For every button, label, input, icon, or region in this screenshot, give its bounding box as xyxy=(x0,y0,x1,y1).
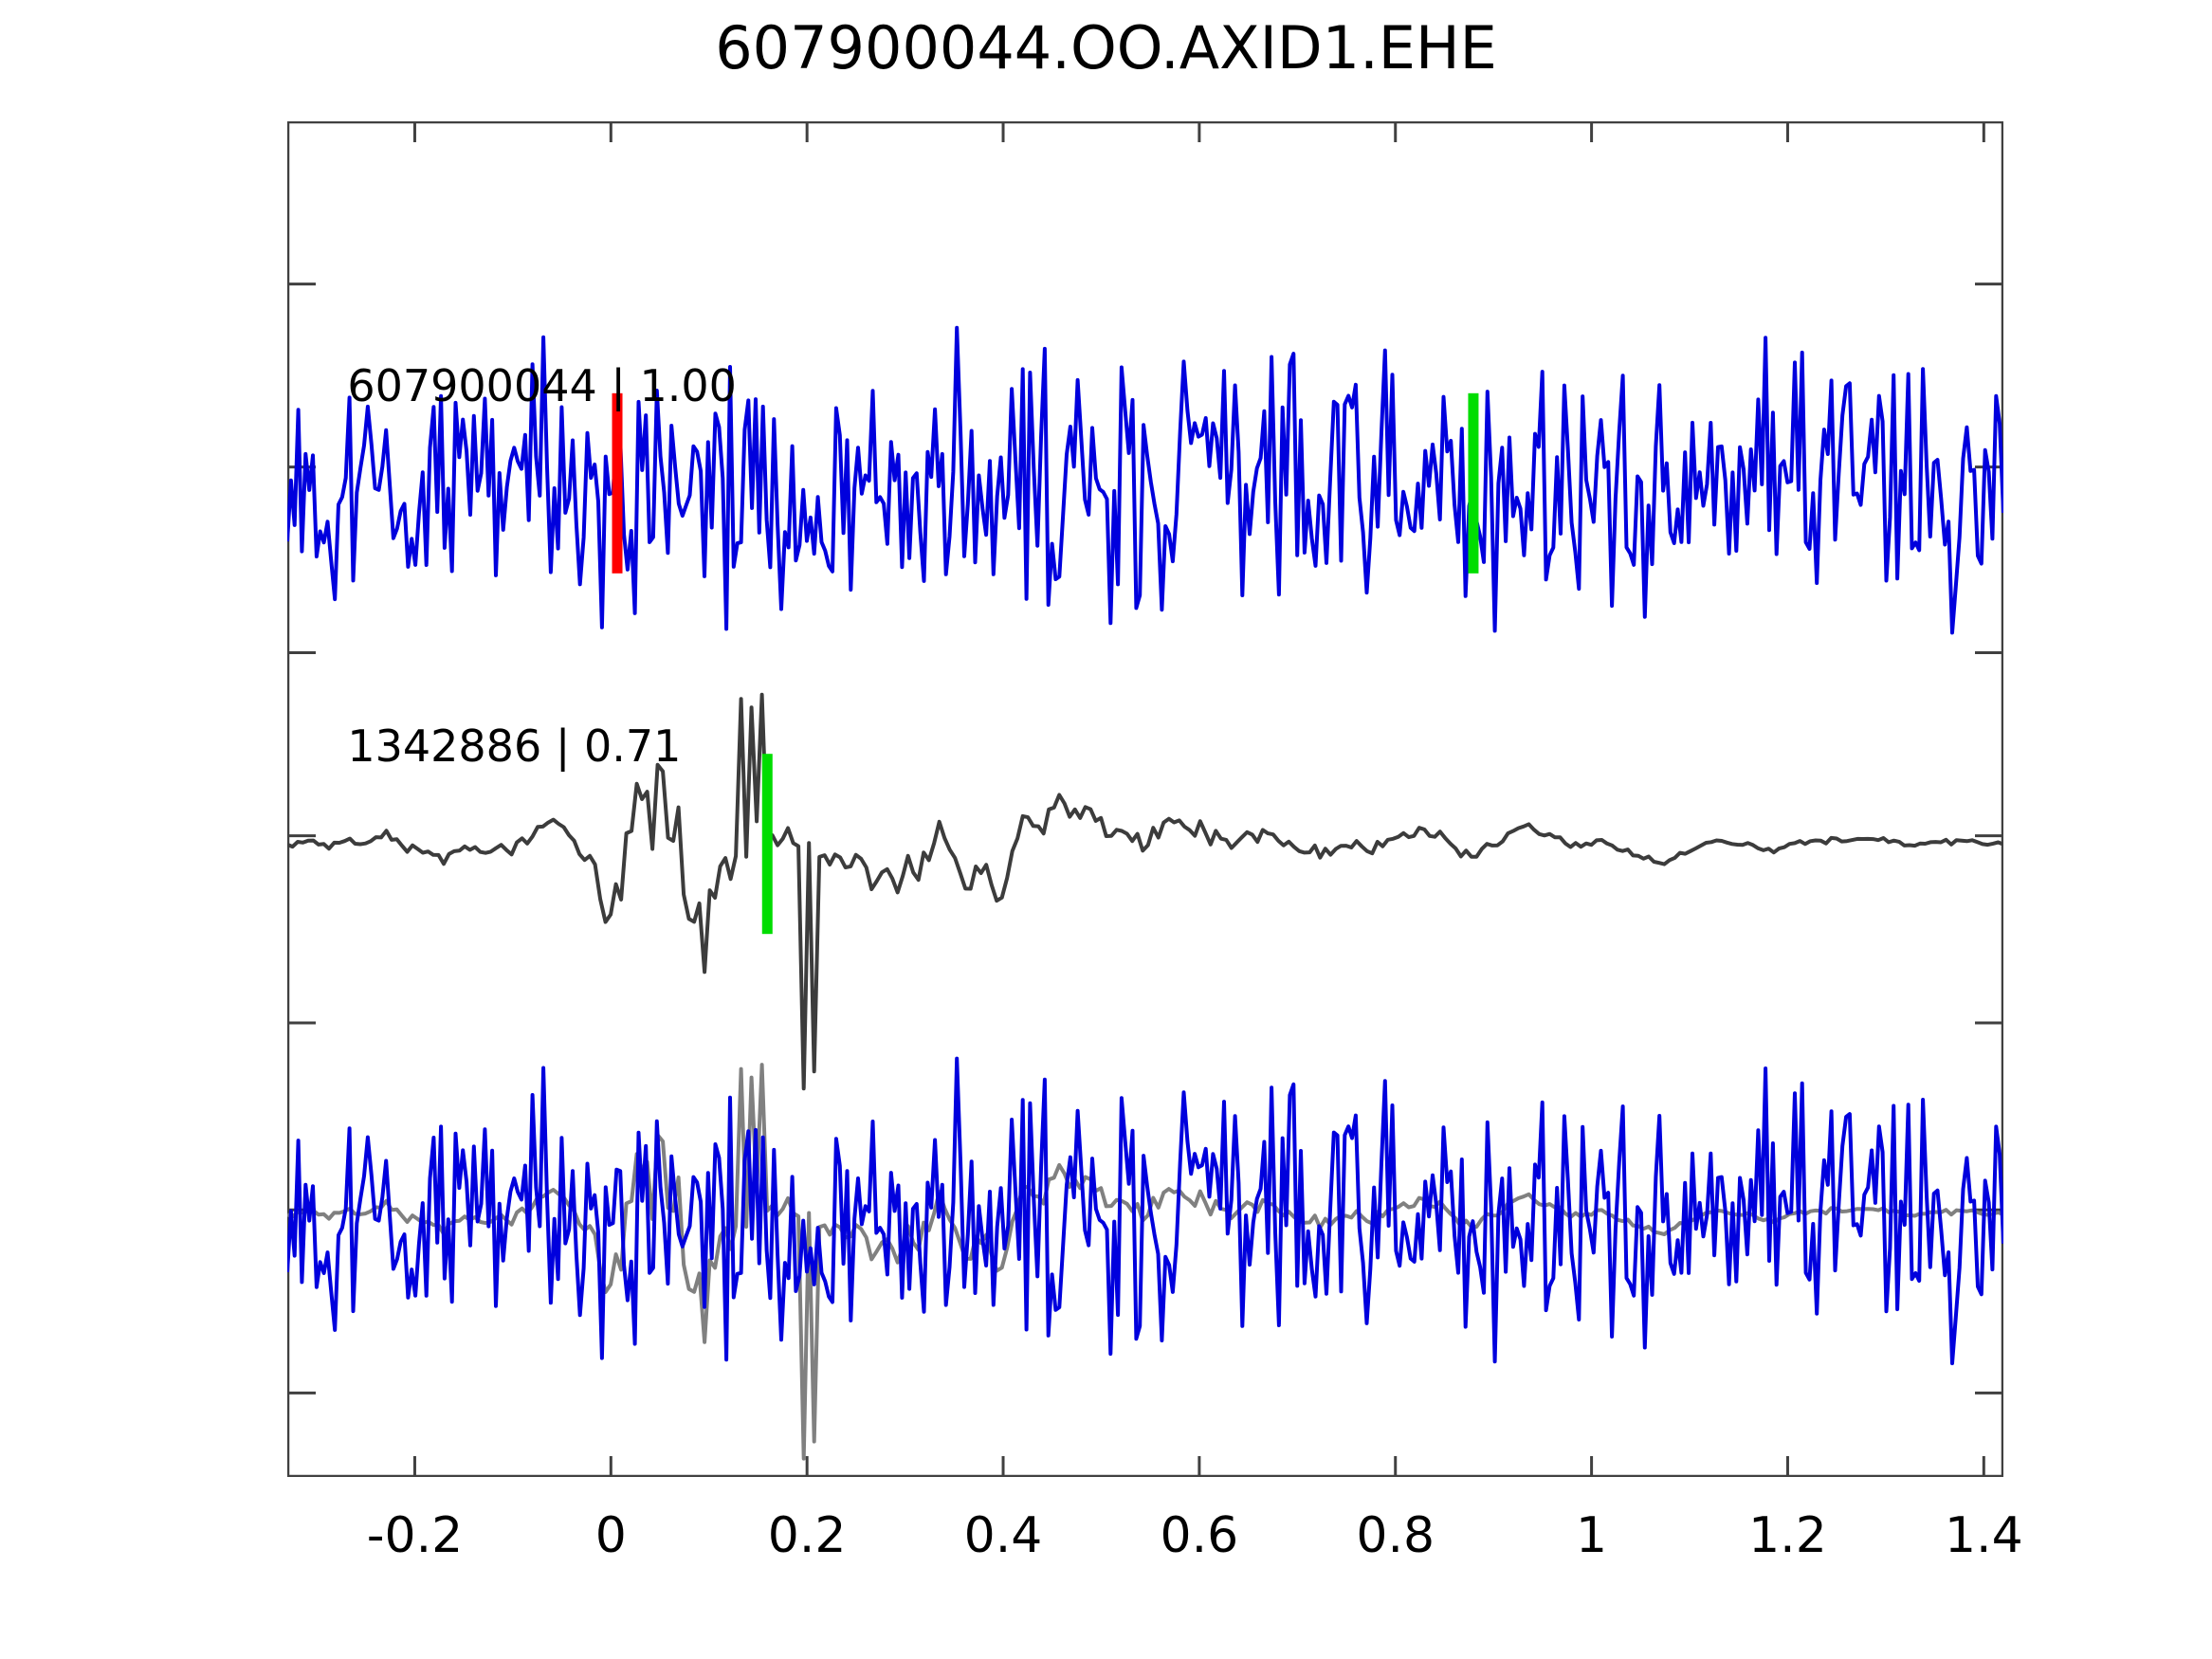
x-tick-label: -0.2 xyxy=(366,1507,464,1564)
trace-overlay-blue xyxy=(287,1056,2003,1366)
pick-markers xyxy=(612,392,1479,935)
pick-marker-green xyxy=(1468,392,1479,574)
axes-frame xyxy=(287,121,2003,1477)
trace-template-blue xyxy=(287,325,2003,635)
page-title: 607900044.OO.AXID1.EHE xyxy=(715,13,1497,82)
x-tick-label: 1.2 xyxy=(1748,1507,1827,1564)
x-tick-label: 0.4 xyxy=(963,1507,1043,1564)
trace-label: 1342886 | 0.71 xyxy=(347,720,682,773)
plot-area: -0.2 0 0.2 0.4 0.6 0.8 1 1.2 1.4 607900044 | 1.0… xyxy=(287,121,2023,1564)
waveform-traces xyxy=(287,325,2003,1461)
x-tick-label: 0 xyxy=(594,1507,627,1564)
pick-marker-red xyxy=(612,392,623,574)
x-axis-ticks xyxy=(412,121,1985,1477)
x-tick-label: 1 xyxy=(1576,1507,1608,1564)
x-tick-label: 0.8 xyxy=(1356,1507,1435,1564)
x-tick-label: 1.4 xyxy=(1944,1507,2023,1564)
x-tick-label: 0.6 xyxy=(1160,1507,1239,1564)
x-tick-label: 0.2 xyxy=(767,1507,847,1564)
trace-label: 607900044 | 1.00 xyxy=(347,359,737,411)
trace-detection-gray xyxy=(287,692,2003,1091)
waveform-plot-svg xyxy=(287,121,2003,1477)
pick-marker-green xyxy=(761,754,773,935)
